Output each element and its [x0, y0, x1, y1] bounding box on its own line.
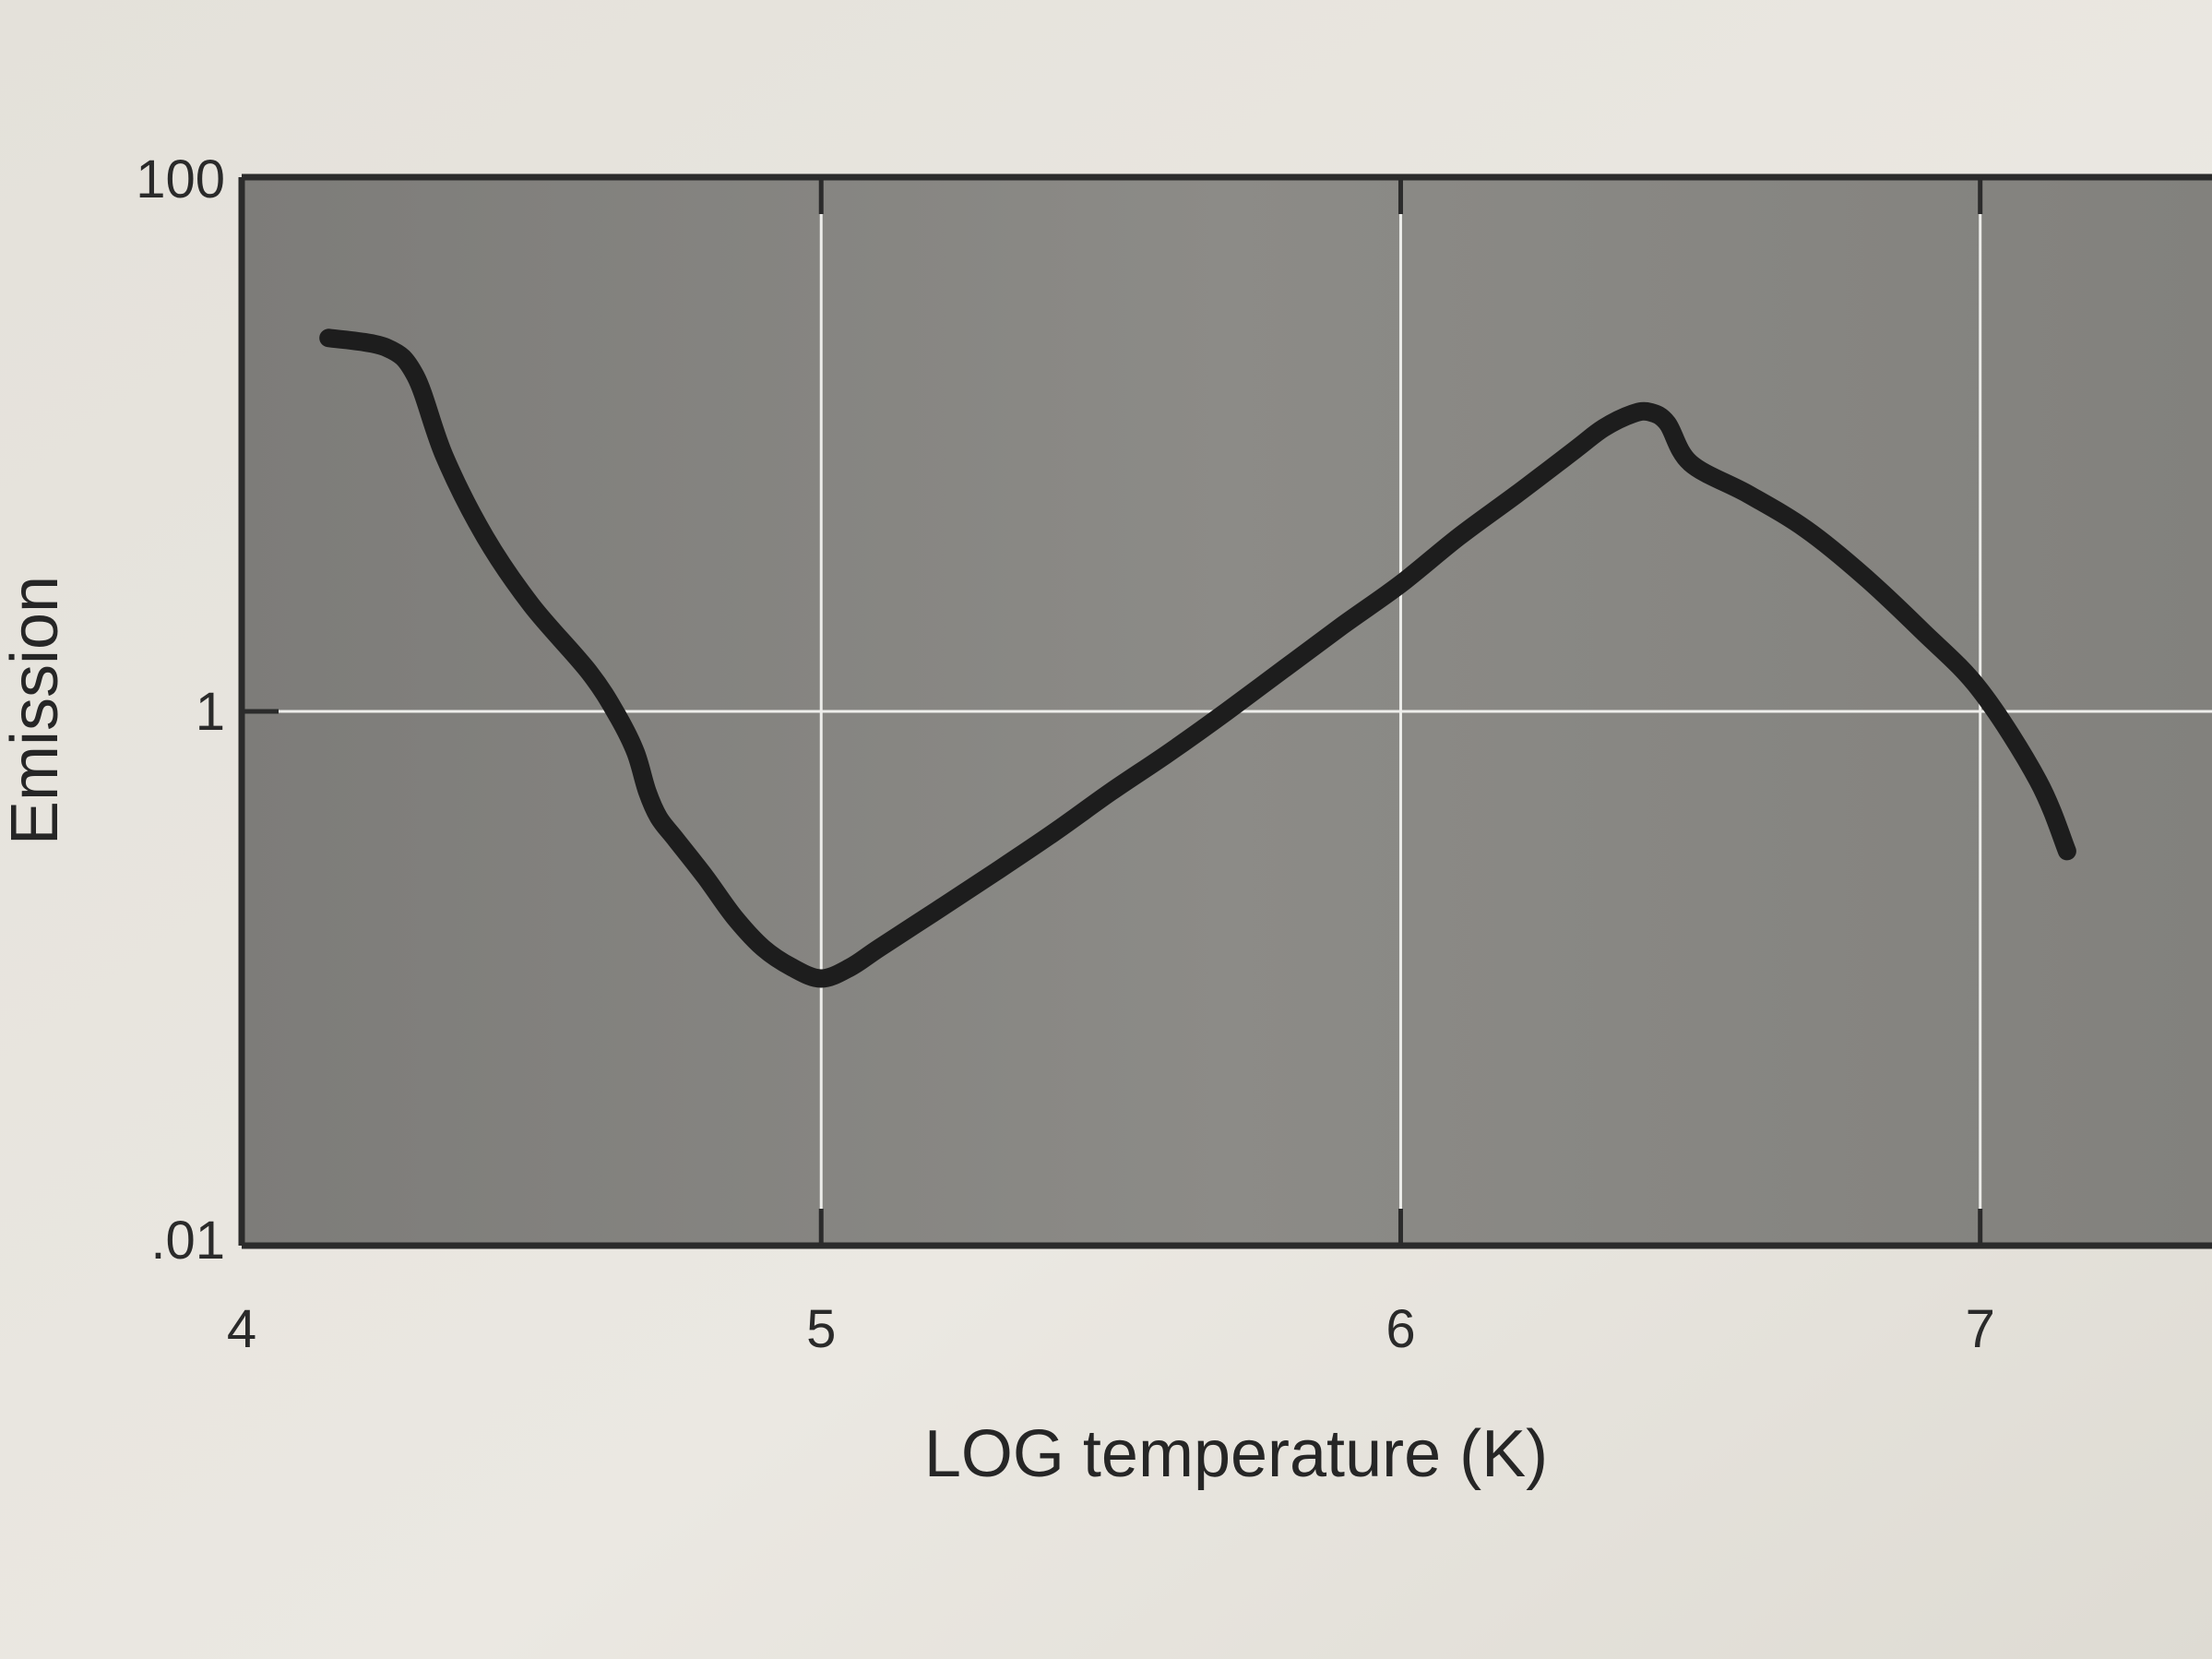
emission-curve: [319, 328, 2076, 988]
y-tick-label-100: 100: [136, 149, 225, 209]
axes: [238, 173, 2212, 1249]
x-tick-label-6: 6: [1385, 1299, 1415, 1359]
y-tick-labels: .01 1 100: [136, 149, 225, 1271]
y-axis-title: Emission: [0, 576, 72, 845]
x-tick-label-4: 4: [227, 1299, 256, 1359]
series-layer: [319, 328, 2076, 988]
x-tick-labels: 4 5 6 7: [227, 1299, 1995, 1359]
y-tick-label-.01: .01: [150, 1211, 225, 1271]
x-axis-title: LOG temperature (K): [924, 1417, 1548, 1491]
x-tick-label-7: 7: [1966, 1299, 1995, 1359]
y-tick-label-1: 1: [196, 682, 225, 742]
x-tick-label-5: 5: [806, 1299, 836, 1359]
